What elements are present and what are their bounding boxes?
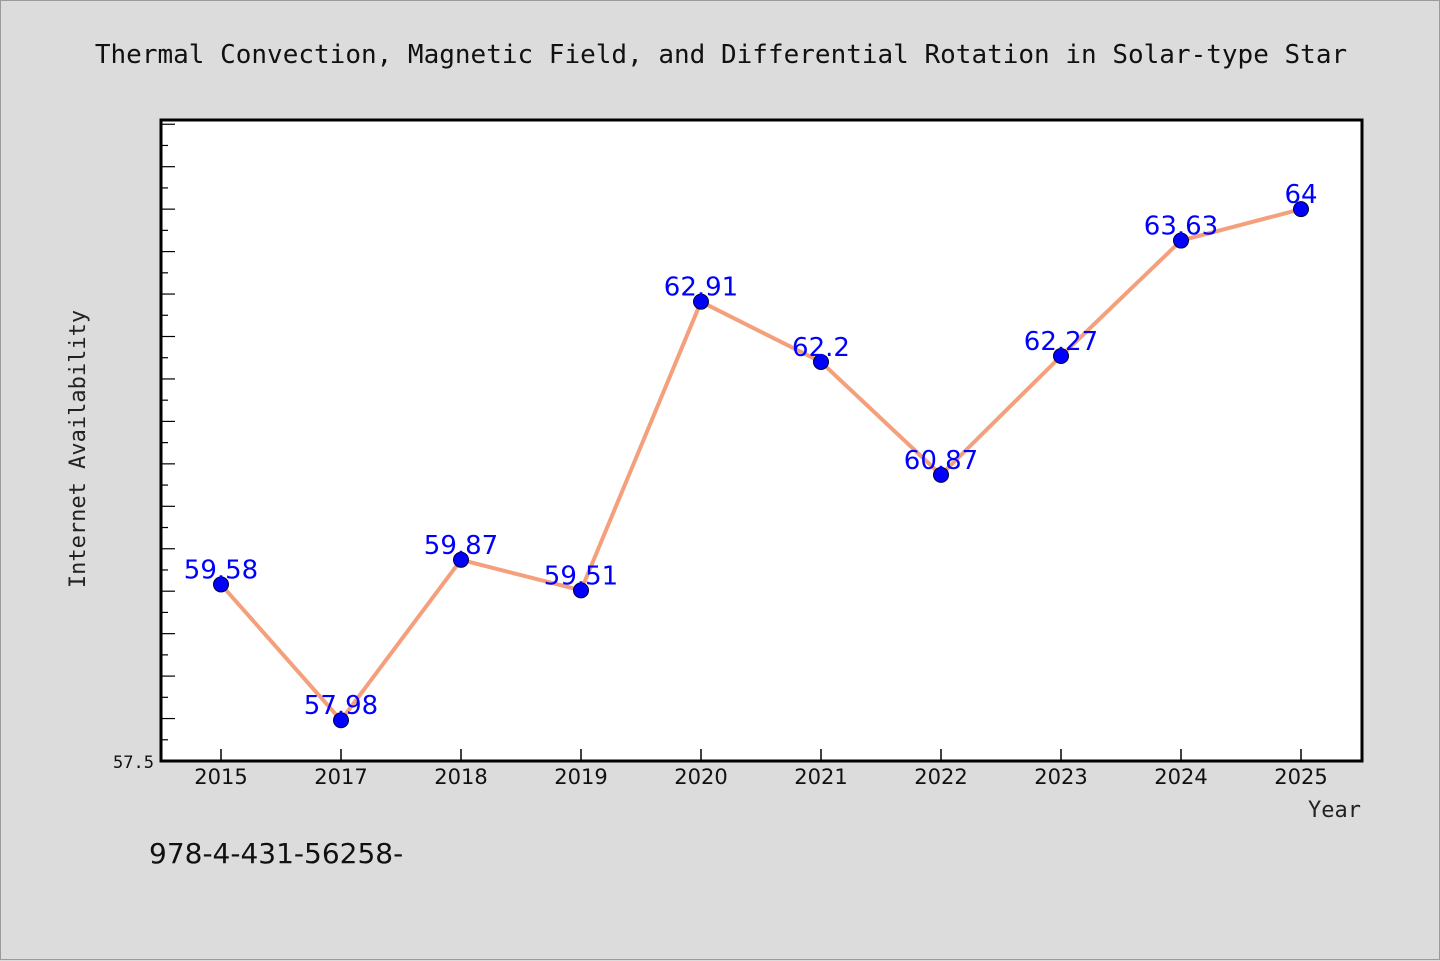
x-tick-label-2017: 2017 [314,765,367,789]
y-tick-label-57-5: 57.5 [113,753,154,773]
data-markers [213,201,1309,729]
y-axis-ticks [161,123,175,762]
x-tick-label-2022: 2022 [914,765,967,789]
series-line [219,207,1302,723]
x-tick-label-2019: 2019 [554,765,607,789]
x-tick-label-2015: 2015 [194,765,247,789]
y-axis-label: Internet Availability [66,310,91,588]
plot-area [159,118,1364,763]
x-axis-label: Year [1308,798,1361,823]
data-label-2022: 60.87 [904,446,978,476]
data-label-2025: 64 [1284,180,1317,210]
data-point-2017 [333,712,349,729]
data-point-2020 [693,293,709,310]
data-label-2024: 63.63 [1144,212,1218,242]
data-point-2018 [453,551,469,568]
x-tick-label-2023: 2023 [1034,765,1087,789]
data-label-2019: 59.51 [544,561,618,591]
data-label-2018: 59.87 [424,531,498,561]
data-point-2025 [1293,201,1309,218]
data-label-2017: 57.98 [304,691,378,721]
data-point-2019 [573,582,589,599]
footnote-isbn: 978-4-431-56258- [149,837,403,870]
data-label-2020: 62.91 [664,273,738,303]
data-point-2023 [1053,348,1069,365]
x-tick-label-2024: 2024 [1154,765,1207,789]
chart-title: Thermal Convection, Magnetic Field, and … [95,40,1347,70]
data-point-2021 [813,353,829,370]
x-tick-label-2025: 2025 [1274,765,1327,789]
x-axis-ticks: 2015 2017 2018 2019 2020 2021 2022 2023 2024 2025 [194,749,1328,789]
data-point-2022 [933,466,949,483]
data-label-2021: 62.2 [792,333,850,363]
x-tick-label-2020: 2020 [674,765,727,789]
data-label-2023: 62.27 [1024,327,1098,357]
x-tick-label-2018: 2018 [434,765,487,789]
x-tick-label-2021: 2021 [794,765,847,789]
data-point-2015 [213,576,229,593]
data-point-2024 [1173,232,1189,249]
data-labels: 59.58 57.98 59.87 59.51 62.91 62.2 60.87 62.27 6… [184,180,1318,721]
data-label-2015: 59.58 [184,555,258,585]
